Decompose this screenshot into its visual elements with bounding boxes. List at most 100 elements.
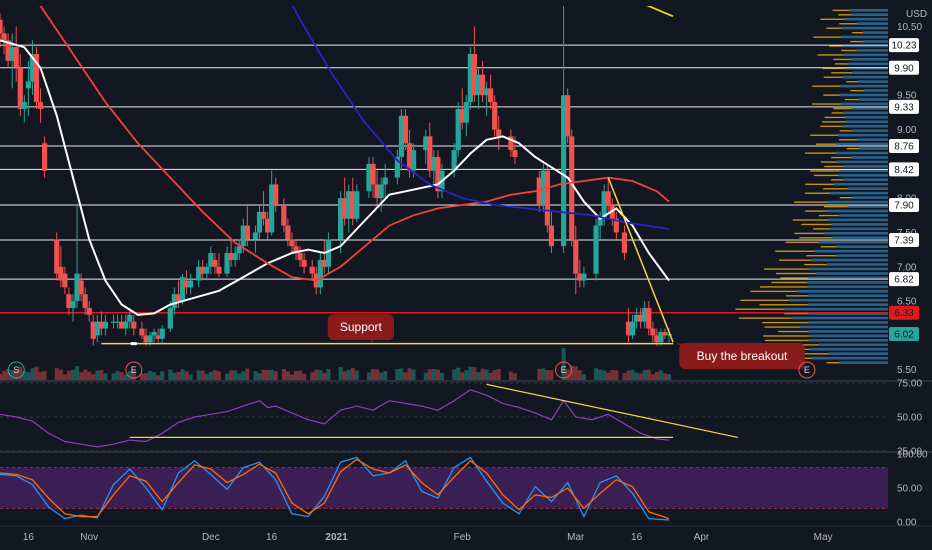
candle[interactable] bbox=[167, 301, 173, 332]
candle[interactable] bbox=[342, 177, 348, 226]
candle[interactable] bbox=[232, 246, 238, 267]
candle[interactable] bbox=[402, 108, 409, 151]
candle[interactable] bbox=[151, 328, 157, 343]
candle[interactable] bbox=[54, 232, 60, 281]
candle[interactable] bbox=[475, 67, 482, 109]
candle[interactable] bbox=[187, 273, 194, 295]
moving-average-line[interactable] bbox=[268, 0, 670, 230]
stochastic-k-line[interactable] bbox=[0, 456, 670, 521]
candle[interactable] bbox=[325, 232, 332, 274]
candle[interactable] bbox=[281, 198, 287, 233]
candle[interactable] bbox=[646, 301, 652, 336]
candle[interactable] bbox=[370, 156, 376, 199]
candle[interactable] bbox=[208, 246, 214, 274]
moving-average-line[interactable] bbox=[0, 0, 670, 282]
candle[interactable] bbox=[183, 270, 190, 295]
candle[interactable] bbox=[459, 88, 465, 130]
rsi-line[interactable] bbox=[0, 389, 670, 448]
candle[interactable] bbox=[289, 232, 295, 254]
candle[interactable] bbox=[110, 314, 117, 329]
rsi-descending-line[interactable] bbox=[486, 383, 739, 438]
candle[interactable] bbox=[625, 307, 632, 343]
candle[interactable] bbox=[216, 253, 222, 278]
candle[interactable] bbox=[471, 26, 478, 103]
candle[interactable] bbox=[398, 108, 405, 171]
candle[interactable] bbox=[374, 170, 380, 206]
candle[interactable] bbox=[265, 211, 271, 240]
candle[interactable] bbox=[90, 314, 96, 346]
candle[interactable] bbox=[492, 95, 498, 137]
candle[interactable] bbox=[650, 321, 656, 343]
candle[interactable] bbox=[317, 253, 323, 295]
candle[interactable] bbox=[463, 95, 469, 137]
candle[interactable] bbox=[321, 239, 327, 274]
annotation-callout[interactable]: Support bbox=[327, 314, 394, 343]
candle[interactable] bbox=[654, 328, 660, 346]
candle[interactable] bbox=[382, 163, 388, 199]
candle[interactable] bbox=[114, 314, 121, 329]
candle[interactable] bbox=[139, 321, 145, 339]
candle[interactable] bbox=[354, 184, 360, 223]
candle[interactable] bbox=[1, 26, 7, 55]
candle[interactable] bbox=[573, 225, 579, 295]
candle[interactable] bbox=[62, 266, 68, 295]
candle[interactable] bbox=[269, 170, 275, 236]
annotation-callout[interactable]: Buy the breakout bbox=[677, 342, 805, 369]
event-marker[interactable]: E bbox=[555, 361, 573, 379]
candle[interactable] bbox=[540, 163, 546, 212]
candle[interactable] bbox=[662, 328, 668, 339]
candle[interactable] bbox=[455, 102, 461, 157]
candle[interactable] bbox=[171, 287, 177, 315]
moving-average-line[interactable] bbox=[0, 39, 670, 316]
candle[interactable] bbox=[155, 328, 161, 343]
candle[interactable] bbox=[536, 170, 542, 212]
candle[interactable] bbox=[21, 95, 27, 123]
candle[interactable] bbox=[346, 184, 352, 233]
candle[interactable] bbox=[273, 177, 279, 212]
candle[interactable] bbox=[496, 115, 502, 151]
stochastic-d-line[interactable] bbox=[0, 458, 670, 520]
candle[interactable] bbox=[159, 325, 165, 343]
candle[interactable] bbox=[508, 129, 514, 157]
candle[interactable] bbox=[593, 218, 599, 281]
candle[interactable] bbox=[350, 177, 356, 226]
event-marker[interactable]: E bbox=[798, 361, 816, 379]
candle[interactable] bbox=[228, 239, 234, 267]
candle[interactable] bbox=[309, 259, 315, 281]
candle[interactable] bbox=[224, 246, 230, 278]
candle[interactable] bbox=[544, 163, 550, 233]
candle[interactable] bbox=[179, 273, 186, 305]
candle[interactable] bbox=[605, 177, 611, 212]
candle[interactable] bbox=[565, 88, 571, 144]
event-marker[interactable]: S bbox=[7, 361, 25, 379]
candle[interactable] bbox=[66, 287, 72, 315]
candle[interactable] bbox=[293, 239, 299, 260]
moving-average-line[interactable] bbox=[592, 0, 674, 18]
candle[interactable] bbox=[394, 150, 400, 185]
candle[interactable] bbox=[642, 301, 648, 329]
candle[interactable] bbox=[256, 205, 263, 240]
candle[interactable] bbox=[9, 33, 15, 89]
candle[interactable] bbox=[119, 314, 125, 329]
candle[interactable] bbox=[435, 150, 441, 199]
candle[interactable] bbox=[17, 54, 23, 116]
candle[interactable] bbox=[204, 263, 210, 281]
candle[interactable] bbox=[98, 311, 104, 336]
candle[interactable] bbox=[561, 0, 567, 254]
candle[interactable] bbox=[338, 191, 344, 254]
candle[interactable] bbox=[467, 47, 473, 109]
candle[interactable] bbox=[479, 60, 486, 103]
candle[interactable] bbox=[0, 12, 3, 48]
candle[interactable] bbox=[94, 314, 100, 343]
candle[interactable] bbox=[366, 156, 372, 199]
candle[interactable] bbox=[102, 314, 109, 336]
candle[interactable] bbox=[196, 259, 202, 288]
candle[interactable] bbox=[613, 211, 619, 240]
candle[interactable] bbox=[86, 301, 92, 322]
candle[interactable] bbox=[629, 314, 636, 339]
candle[interactable] bbox=[123, 314, 129, 336]
candle[interactable] bbox=[483, 81, 490, 116]
candle[interactable] bbox=[378, 177, 384, 212]
candle[interactable] bbox=[634, 307, 640, 329]
